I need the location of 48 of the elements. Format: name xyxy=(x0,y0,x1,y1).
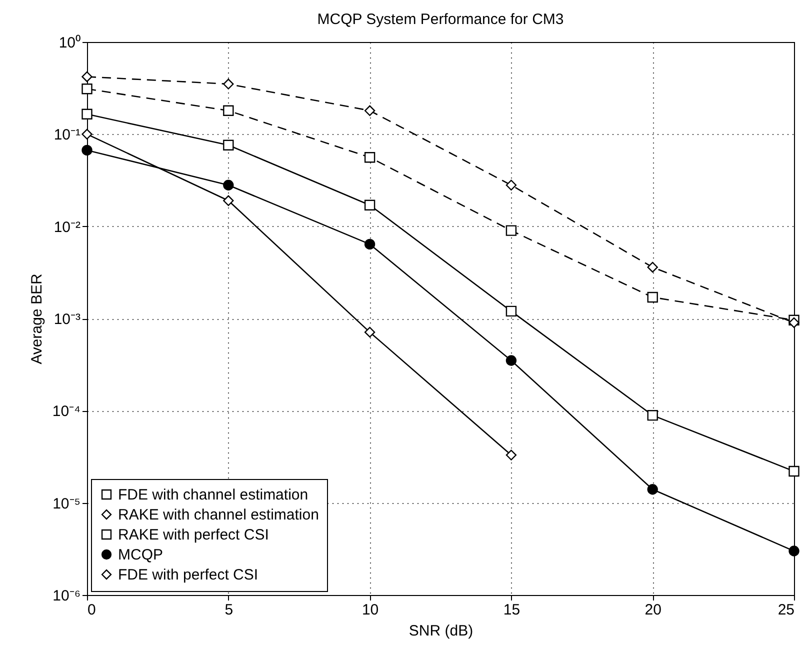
point xyxy=(364,152,376,163)
point xyxy=(506,355,517,366)
x-tick-label: 5 xyxy=(224,602,234,618)
point xyxy=(82,84,92,94)
chart-title: MCQP System Performance for CM3 xyxy=(317,11,564,28)
point xyxy=(223,180,234,190)
x-tick-label: 10 xyxy=(362,602,379,618)
point xyxy=(223,195,234,206)
point xyxy=(506,306,517,317)
x-tick-label: 25 xyxy=(778,602,794,618)
point xyxy=(82,144,92,156)
legend-label: RAKE with perfect CSI xyxy=(118,526,269,544)
point xyxy=(788,317,800,328)
point xyxy=(506,180,517,190)
point xyxy=(223,140,234,150)
y-tick-label: 10⁻³ xyxy=(54,311,80,328)
point xyxy=(364,200,376,210)
point xyxy=(647,262,658,273)
point xyxy=(788,546,800,556)
point xyxy=(223,78,234,90)
x-tick-label: 20 xyxy=(644,602,662,618)
x-axis-title: SNR (dB) xyxy=(408,622,474,640)
point xyxy=(82,71,92,82)
y-tick-label: 10⁰ xyxy=(58,34,80,52)
y-tick-label: 10⁻⁴ xyxy=(52,403,80,420)
point xyxy=(647,484,658,495)
point xyxy=(788,466,800,477)
point xyxy=(364,105,376,116)
point xyxy=(82,128,92,140)
legend-label: FDE with channel estimation xyxy=(118,486,308,504)
y-tick-label: 10⁻⁵ xyxy=(52,495,80,512)
point xyxy=(506,225,517,236)
y-axis-title: Average BER xyxy=(28,274,46,364)
point xyxy=(647,292,658,303)
legend-label: MCQP xyxy=(118,546,163,564)
point xyxy=(82,108,92,120)
x-tick-label: 0 xyxy=(88,602,96,618)
point xyxy=(364,238,376,250)
point xyxy=(506,450,517,460)
point xyxy=(647,410,658,421)
legend-label: FDE with perfect CSI xyxy=(118,566,258,584)
legend-label: RAKE with channel estimation xyxy=(118,506,319,524)
y-tick-label: 10⁻² xyxy=(54,218,80,236)
point xyxy=(223,105,234,116)
x-tick-label: 15 xyxy=(503,602,520,618)
point xyxy=(364,326,376,338)
y-tick-label: 10⁻⁶ xyxy=(52,588,80,604)
y-tick-label: 10⁻¹ xyxy=(54,126,80,144)
